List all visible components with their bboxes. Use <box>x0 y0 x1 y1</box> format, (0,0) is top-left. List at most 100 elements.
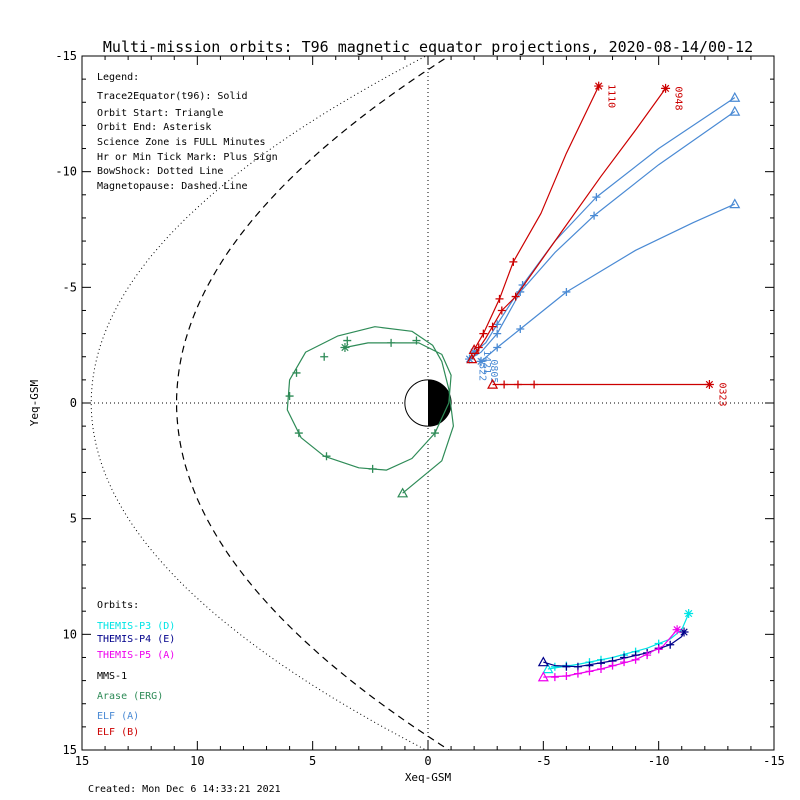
orbit-tick-mark <box>620 658 629 667</box>
orbits-legend-entry-mms1: MMS-1 <box>97 671 127 682</box>
legend-line: Science Zone is FULL Minutes <box>97 137 266 148</box>
orbit-tick-mark <box>573 662 582 671</box>
orbit-tick-mark <box>608 661 617 670</box>
y-tick-label: -15 <box>55 49 77 63</box>
y-tick-label: 10 <box>63 627 77 641</box>
chart-title: Multi-mission orbits: T96 magnetic equat… <box>103 38 753 56</box>
boundaries-layer <box>90 56 451 750</box>
legend-line: Trace2Equator(t96): Solid <box>97 91 248 102</box>
orbit-tick-mark <box>294 429 303 438</box>
orbit-trace-line <box>286 326 454 494</box>
orbit-tick-mark <box>493 329 502 338</box>
x-tick-label: 15 <box>75 754 89 768</box>
orbit-tick-mark <box>509 257 518 266</box>
orbit-tick-mark <box>495 294 504 303</box>
series-arase <box>285 326 454 498</box>
orbit-tick-mark <box>493 320 502 329</box>
orbit-end-marker <box>340 342 350 352</box>
x-tick-label: -15 <box>763 754 785 768</box>
orbit-start-marker <box>468 344 480 354</box>
legend-line: Hr or Min Tick Mark: Plus Sign <box>97 152 278 163</box>
orbit-end-marker <box>469 347 479 357</box>
orbit-time-label: 0948 <box>673 86 684 110</box>
orbit-tick-mark <box>631 655 640 664</box>
orbit-time-label: 1110 <box>606 84 617 108</box>
orbit-tick-mark <box>654 645 663 654</box>
orbit-start-marker <box>397 487 409 498</box>
orbit-tick-mark <box>343 336 352 345</box>
orbit-end-marker <box>704 379 714 389</box>
orbit-start-marker <box>729 105 741 116</box>
orbits-legend: Orbits: THEMIS-P3 (D) THEMIS-P4 (E) THEM… <box>97 600 175 738</box>
orbit-tick-mark <box>387 338 396 347</box>
orbit-start-marker <box>487 378 499 389</box>
x-tick-label: 5 <box>309 754 316 768</box>
series-elf_b-0948: 0948 <box>466 83 684 364</box>
x-tick-label: -5 <box>536 754 550 768</box>
orbit-end-marker <box>684 609 694 619</box>
orbit-tick-mark <box>550 673 559 682</box>
legend-line: Magnetopause: Dashed Line <box>97 181 248 192</box>
earth-night-side <box>428 379 452 427</box>
orbit-start-marker <box>542 663 554 674</box>
orbit-tick-mark <box>530 380 539 389</box>
y-axis-title: Yeq-GSM <box>28 379 41 426</box>
orbit-end-marker <box>672 625 682 635</box>
orbit-tick-mark <box>488 322 497 331</box>
legend-line: Legend: <box>97 72 139 83</box>
orbit-tick-mark <box>493 343 502 352</box>
orbit-start-marker <box>729 91 741 102</box>
orbit-time-label: 0805 <box>488 359 499 383</box>
orbit-end-marker <box>476 356 486 366</box>
orbit-tick-mark <box>573 669 582 678</box>
orbit-time-label: 0323 <box>716 382 727 406</box>
earth-icon <box>404 379 452 427</box>
series-elf_a-0805: 0805 <box>476 198 741 383</box>
orbit-tick-mark <box>320 352 329 361</box>
orbit-tick-mark <box>516 324 525 333</box>
series-elf_b-0323: 0323 <box>487 378 727 407</box>
orbit-tick-mark <box>497 306 506 315</box>
legend-line: Orbit Start: Triangle <box>97 108 223 119</box>
series-themis_p5 <box>537 625 682 682</box>
orbit-end-marker <box>661 83 671 93</box>
orbit-tick-mark <box>292 368 301 377</box>
orbit-tick-mark <box>322 452 331 461</box>
orbit-trace-line <box>543 631 685 668</box>
orbit-tick-mark <box>511 292 520 301</box>
y-tick-label: -10 <box>55 165 77 179</box>
orbit-tick-mark <box>592 193 601 202</box>
magnetopause-curve <box>176 56 451 750</box>
orbit-tick-mark <box>643 651 652 660</box>
y-tick-label: 5 <box>70 512 77 526</box>
y-tick-label: 15 <box>63 743 77 757</box>
orbit-start-marker <box>466 353 478 364</box>
orbits-legend-entry-themis-p5: THEMIS-P5 (A) <box>97 650 175 661</box>
legend-line: Orbit End: Asterisk <box>97 122 211 133</box>
orbit-tick-mark <box>430 429 439 438</box>
orbit-tick-mark <box>479 329 488 338</box>
orbits-legend-entry-elf-b: ELF (B) <box>97 727 139 738</box>
orbit-tick-mark <box>562 671 571 680</box>
orbits-legend-entry-themis-p3: THEMIS-P3 (D) <box>97 621 175 632</box>
legend-line: BowShock: Dotted Line <box>97 166 223 177</box>
orbit-tick-mark <box>597 665 605 674</box>
orbit-time-label: 1322 <box>477 357 488 381</box>
orbit-tick-mark <box>368 464 377 473</box>
y-tick-label: -5 <box>63 280 77 294</box>
orbit-trace-line <box>471 88 667 360</box>
series-elf_b-1110: 1110 <box>468 81 617 354</box>
orbit-time-label: 1421 <box>481 350 492 374</box>
orbit-end-marker <box>594 81 604 91</box>
orbit-tick-mark <box>412 336 421 345</box>
y-tick-label: 0 <box>70 396 77 410</box>
orbit-tick-mark <box>590 211 599 220</box>
orbit-tick-mark <box>562 662 571 671</box>
orbits-legend-entry-arase: Arase (ERG) <box>97 691 163 702</box>
orbit-tick-mark <box>550 662 559 671</box>
orbit-trace-line <box>469 111 736 360</box>
orbit-start-marker <box>537 656 549 667</box>
x-axis-title: Xeq-GSM <box>405 771 452 784</box>
